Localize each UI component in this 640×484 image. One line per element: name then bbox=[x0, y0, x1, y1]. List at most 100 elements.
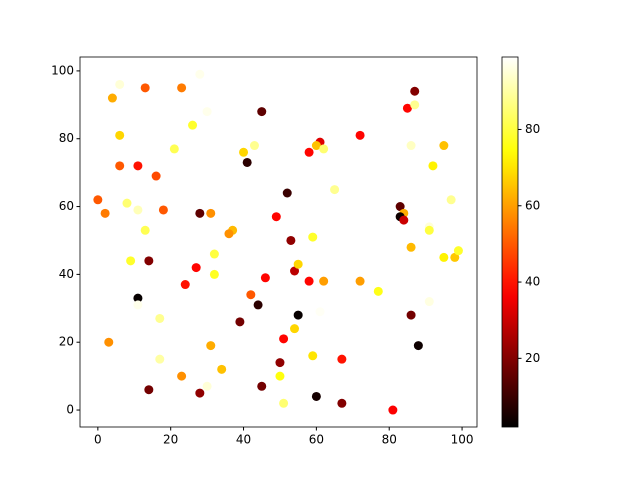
point bbox=[293, 259, 303, 269]
point bbox=[126, 256, 136, 266]
point bbox=[158, 205, 168, 215]
point bbox=[257, 107, 267, 117]
point bbox=[355, 130, 365, 140]
point bbox=[209, 249, 219, 259]
point bbox=[177, 371, 187, 381]
point bbox=[355, 276, 365, 286]
colorbar bbox=[501, 56, 519, 428]
point bbox=[239, 147, 249, 157]
point bbox=[115, 79, 125, 89]
point bbox=[202, 107, 212, 117]
point bbox=[242, 157, 252, 167]
point bbox=[424, 297, 434, 307]
point bbox=[410, 100, 420, 110]
point bbox=[308, 232, 318, 242]
point bbox=[180, 280, 190, 290]
colorbar-tick-label: 80 bbox=[525, 122, 540, 136]
point bbox=[107, 93, 117, 103]
point bbox=[406, 141, 416, 151]
point bbox=[133, 300, 143, 310]
point bbox=[249, 141, 259, 151]
point bbox=[304, 147, 314, 157]
y-tick-label: 20 bbox=[59, 335, 74, 349]
point bbox=[406, 242, 416, 252]
point bbox=[410, 86, 420, 96]
point bbox=[202, 381, 212, 391]
point bbox=[246, 290, 256, 300]
point bbox=[439, 252, 449, 262]
point bbox=[311, 391, 321, 401]
point bbox=[144, 385, 154, 395]
point bbox=[286, 235, 296, 245]
point bbox=[140, 83, 150, 93]
point bbox=[155, 354, 165, 364]
y-tick-label: 100 bbox=[51, 63, 74, 77]
point bbox=[304, 276, 314, 286]
point bbox=[290, 324, 300, 334]
point bbox=[224, 229, 234, 239]
point bbox=[133, 161, 143, 171]
point bbox=[275, 371, 285, 381]
point bbox=[308, 351, 318, 361]
point bbox=[93, 195, 103, 205]
point bbox=[260, 273, 270, 283]
point bbox=[439, 141, 449, 151]
x-tick-label: 20 bbox=[163, 433, 178, 447]
point bbox=[195, 208, 205, 218]
point bbox=[453, 246, 463, 256]
point bbox=[140, 225, 150, 235]
point bbox=[337, 354, 347, 364]
y-tick-label: 60 bbox=[59, 199, 74, 213]
point bbox=[169, 144, 179, 154]
point bbox=[395, 202, 405, 212]
x-tick-label: 80 bbox=[382, 433, 397, 447]
y-tick-label: 0 bbox=[66, 403, 74, 417]
point bbox=[177, 83, 187, 93]
point bbox=[279, 334, 289, 344]
point bbox=[450, 252, 460, 262]
point bbox=[235, 317, 245, 327]
point bbox=[257, 381, 267, 391]
point bbox=[115, 161, 125, 171]
point bbox=[311, 141, 321, 151]
y-tick-label: 80 bbox=[59, 131, 74, 145]
point bbox=[155, 313, 165, 323]
colorbar-tick-label: 20 bbox=[525, 351, 540, 365]
point bbox=[373, 286, 383, 296]
plot-frame bbox=[79, 56, 478, 428]
x-tick-label: 60 bbox=[309, 433, 324, 447]
point bbox=[402, 103, 412, 113]
point bbox=[319, 144, 329, 154]
point bbox=[206, 208, 216, 218]
x-tick-label: 40 bbox=[236, 433, 251, 447]
colorbar-tick-label: 60 bbox=[525, 198, 540, 212]
point bbox=[388, 405, 398, 415]
point bbox=[399, 215, 409, 225]
point bbox=[195, 69, 205, 79]
point bbox=[319, 276, 329, 286]
x-tick-label: 0 bbox=[94, 433, 102, 447]
point bbox=[271, 212, 281, 222]
point bbox=[413, 341, 423, 351]
point bbox=[446, 195, 456, 205]
y-tick-label: 40 bbox=[59, 267, 74, 281]
point bbox=[100, 208, 110, 218]
point bbox=[206, 341, 216, 351]
point bbox=[188, 120, 198, 130]
point bbox=[217, 364, 227, 374]
point bbox=[406, 310, 416, 320]
point bbox=[275, 358, 285, 368]
point bbox=[337, 398, 347, 408]
point bbox=[428, 161, 438, 171]
point bbox=[144, 256, 154, 266]
x-tick-label: 100 bbox=[451, 433, 474, 447]
point bbox=[191, 263, 201, 273]
point bbox=[133, 293, 143, 303]
point bbox=[104, 337, 114, 347]
point bbox=[290, 266, 300, 276]
point bbox=[209, 269, 219, 279]
point bbox=[279, 398, 289, 408]
point bbox=[282, 188, 292, 198]
point bbox=[195, 388, 205, 398]
